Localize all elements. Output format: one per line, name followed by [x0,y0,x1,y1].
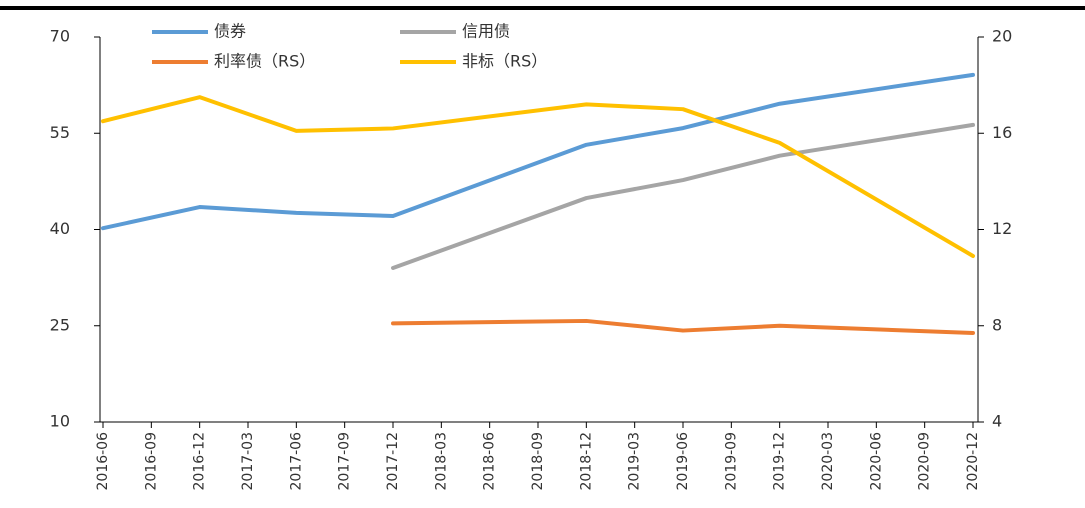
series-line [101,72,975,231]
y-tick-label: 10 [50,412,70,431]
y2-tick-label: 16 [992,123,1012,142]
series-line [391,318,975,335]
x-tick-label: 2016-12 [192,432,208,491]
x-tick-label: 2019-09 [723,432,739,491]
y2-tick-label: 12 [992,219,1012,238]
y2-tick-label: 4 [992,412,1002,431]
x-tick-label: 2020-03 [820,432,836,491]
series-line [101,95,975,258]
x-tick-label: 2016-09 [143,432,159,491]
legend-label: 利率债（RS） [214,52,315,71]
y2-tick-label: 8 [992,315,1002,334]
x-tick-label: 2019-12 [772,432,788,491]
x-tick-label: 2017-06 [288,432,304,491]
legend-label: 非标（RS） [462,52,547,71]
x-tick-label: 2019-06 [675,432,691,491]
x-tick-label: 2020-12 [965,432,981,491]
x-tick-label: 2016-06 [95,432,111,491]
x-tick-label: 2020-09 [917,432,933,491]
x-tick-label: 2018-09 [530,432,546,491]
x-tick-label: 2018-03 [433,432,449,491]
y-tick-label: 55 [50,123,70,142]
y2-tick-label: 20 [992,27,1012,46]
x-tick-label: 2018-06 [482,432,498,491]
legend-label: 信用债 [462,22,510,41]
x-tick-label: 2017-12 [385,432,401,491]
x-tick-label: 2019-03 [627,432,643,491]
x-tick-label: 2020-06 [868,432,884,491]
x-tick-label: 2017-03 [240,432,256,491]
x-tick-label: 2017-09 [337,432,353,491]
legend-label: 债券 [214,22,246,41]
x-tick-label: 2018-12 [578,432,594,491]
y-tick-label: 25 [50,315,70,334]
y-tick-label: 70 [50,27,70,46]
series-line [391,122,975,270]
y-tick-label: 40 [50,219,70,238]
